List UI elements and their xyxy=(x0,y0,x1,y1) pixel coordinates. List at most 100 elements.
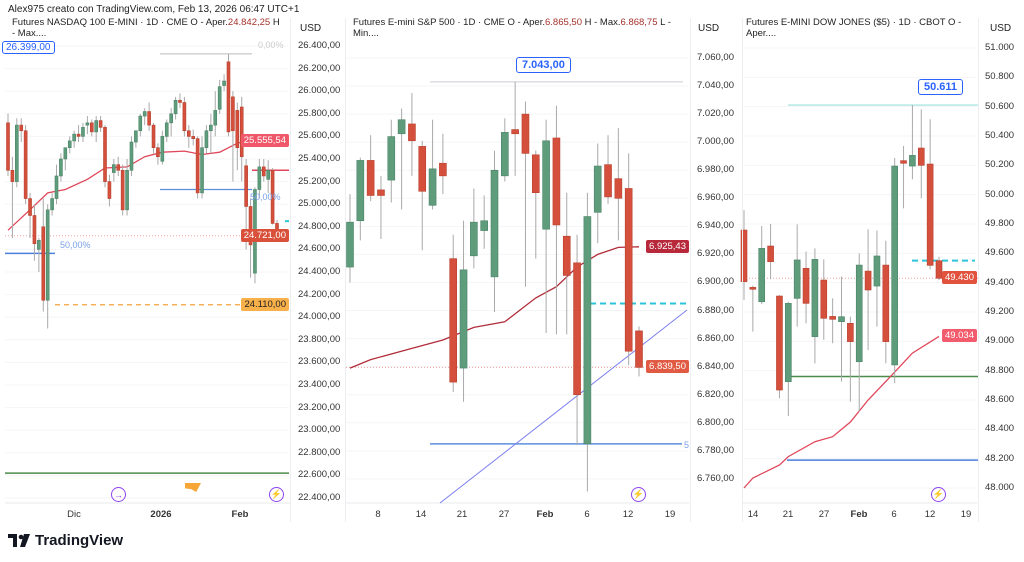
nasdaq-candle-body xyxy=(187,130,191,137)
dow-time-label: 27 xyxy=(818,509,830,520)
lightning-alert-icon[interactable]: ⚡ xyxy=(631,487,646,502)
sp500-candle-body xyxy=(604,164,612,198)
nasdaq-axis-label: 23.600,00 xyxy=(298,356,341,368)
nasdaq-candle-body xyxy=(270,170,275,224)
sp500-axis-label: 6.900,00 xyxy=(697,276,734,288)
nasdaq-candle-body xyxy=(191,136,196,139)
dow-candle-body xyxy=(838,316,845,322)
nasdaq-candle-body xyxy=(45,209,50,301)
sp500-time-label: 21 xyxy=(456,509,468,520)
nasdaq-candle-body xyxy=(129,141,134,171)
nasdaq-axis-label: 23.800,00 xyxy=(298,333,341,345)
dow-candle-body xyxy=(820,279,828,319)
nasdaq-currency[interactable]: USD xyxy=(300,23,322,34)
nasdaq-candle-body xyxy=(257,166,262,190)
nasdaq-candle-body xyxy=(204,130,209,149)
sp500-symbol-title[interactable]: Futures E-mini S&P 500 · 1D · CME O - Ap… xyxy=(353,17,683,39)
dow-candle-body xyxy=(926,163,934,266)
fib-label-mid: 50,00% xyxy=(250,192,281,202)
nasdaq-candle-body xyxy=(226,61,231,133)
sp500-axis-label: 7.000,00 xyxy=(697,136,734,148)
flag-icon[interactable] xyxy=(185,483,201,492)
nasdaq-axis-label: 23.400,00 xyxy=(298,379,341,390)
dow-candle-body xyxy=(776,295,783,391)
nasdaq-candle-body xyxy=(182,102,187,132)
nasdaq-candle-body xyxy=(134,130,138,143)
nasdaq-candle-body xyxy=(67,140,72,148)
lightning-alert-icon[interactable]: ⚡ xyxy=(931,487,946,502)
nasdaq-time-label: Feb xyxy=(231,509,249,520)
sp500-candle-body xyxy=(470,221,478,257)
sp500-candle-body xyxy=(418,146,427,192)
dow-price-label: 49.034 xyxy=(941,329,977,343)
dow-axis-label: 48.800 xyxy=(985,364,1015,376)
dow-axis-label: 48.000 xyxy=(985,482,1015,493)
sp500-candle-body xyxy=(449,258,458,383)
nasdaq-candle-body xyxy=(164,122,169,137)
sp500-time-label: 12 xyxy=(622,509,634,520)
nasdaq-candle-body xyxy=(28,198,32,216)
nasdaq-axis-label: 25.200,00 xyxy=(298,175,341,187)
nasdaq-candle-body xyxy=(23,130,28,199)
dow-time-label: 14 xyxy=(747,509,759,520)
dow-time-label: 6 xyxy=(891,509,897,520)
nasdaq-candle-body xyxy=(169,113,173,124)
tradingview-logo[interactable]: TradingView xyxy=(8,532,123,549)
dow-high-callout[interactable]: 50.611 xyxy=(918,79,964,95)
nasdaq-candle-body xyxy=(120,170,125,211)
lightning-alert-icon[interactable]: ⚡ xyxy=(269,487,284,502)
sp500-axis-label: 6.940,00 xyxy=(697,220,734,232)
nasdaq-price-label: 24.110,00 xyxy=(241,297,289,311)
nasdaq-axis-label: 24.600,00 xyxy=(298,243,341,255)
nasdaq-candle-body xyxy=(266,170,270,180)
nasdaq-candle-body xyxy=(19,124,24,132)
dow-axis-label: 51.000 xyxy=(985,42,1015,53)
dow-candle-body xyxy=(864,270,872,291)
sp500-candle-body xyxy=(439,162,447,177)
dow-time-label: 12 xyxy=(924,509,936,520)
replay-arrow-icon[interactable]: → xyxy=(111,487,126,502)
sp500-candle-body xyxy=(408,123,416,142)
sp500-candle-body xyxy=(593,165,602,213)
sp500-title-suffix: L - Min.... xyxy=(353,17,671,39)
nasdaq-axis-label: 24.200,00 xyxy=(298,288,341,300)
nasdaq-axis-label: 24.400,00 xyxy=(298,266,341,277)
dow-candle-body xyxy=(935,260,943,279)
sp500-candle-body xyxy=(501,132,509,177)
sp500-time-label: 6 xyxy=(584,509,590,520)
sp500-trend-line xyxy=(439,309,688,504)
sp500-currency[interactable]: USD xyxy=(698,23,720,34)
sp500-axis-label: 6.880,00 xyxy=(697,304,734,316)
dow-candle-body xyxy=(873,255,881,287)
nasdaq-axis-label: 24.000,00 xyxy=(298,311,341,323)
nasdaq-time-label: Dic xyxy=(67,509,81,520)
dow-currency[interactable]: USD xyxy=(990,23,1012,34)
sp500-open-value: 6.865,50 xyxy=(545,17,582,28)
dow-candle-body xyxy=(829,316,836,320)
sp500-high-value: 6.868,75 xyxy=(620,17,658,28)
nasdaq-open-value: 24.842,25 xyxy=(227,17,271,28)
nasdaq-candle-body xyxy=(125,170,129,211)
dow-axis-label: 50.600 xyxy=(985,100,1015,112)
dow-symbol-title[interactable]: Futures E-MINI DOW JONES ($5) · 1D · CBO… xyxy=(746,17,962,39)
nasdaq-candle-body xyxy=(200,147,204,194)
dow-time-label: 19 xyxy=(960,509,972,520)
dow-axis-label: 49.400 xyxy=(985,276,1015,288)
sp500-candle-body xyxy=(521,113,530,154)
dow-axis-label: 50.800 xyxy=(985,71,1015,83)
dow-axis-label: 50.200 xyxy=(985,159,1015,171)
nasdaq-axis-label: 25.800,00 xyxy=(298,107,341,119)
nasdaq-candle-body xyxy=(248,206,253,246)
sp500-candle-body xyxy=(511,129,519,135)
nasdaq-candle-body xyxy=(50,198,54,211)
sp500-candle-body xyxy=(583,216,592,445)
nasdaq-symbol-title[interactable]: Futures NASDAQ 100 E-MINI · 1D · CME O -… xyxy=(12,17,284,39)
nasdaq-candle-body xyxy=(63,147,68,160)
nasdaq-candle-body xyxy=(15,124,19,182)
nasdaq-candle-body xyxy=(89,122,94,133)
tradingview-logo-icon xyxy=(8,534,30,547)
fib-label-low: 50,00% xyxy=(60,240,91,250)
sp500-candle-body xyxy=(542,140,550,230)
sp500-high-callout[interactable]: 7.043,00 xyxy=(516,57,571,73)
